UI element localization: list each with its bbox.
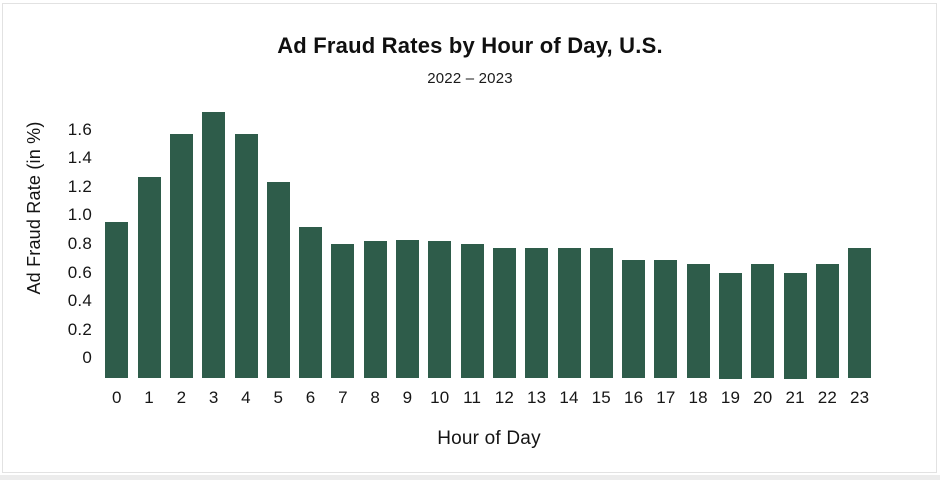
x-tick-label: 21 — [785, 388, 805, 407]
x-tick-label: 8 — [370, 388, 381, 407]
bar-hour-18 — [686, 263, 710, 379]
x-tick-label: 7 — [338, 388, 348, 407]
x-tick-label: 6 — [305, 388, 316, 407]
y-tick-label: 0 — [82, 348, 92, 368]
x-axis-title: Hour of Day — [437, 428, 541, 449]
y-tick-label: 0.6 — [67, 262, 92, 282]
x-tick-label: 10 — [430, 388, 450, 407]
bar-hour-3 — [202, 112, 226, 379]
chart-subtitle: 2022 – 2023 — [427, 70, 513, 87]
y-tick-label: 0.4 — [67, 291, 92, 311]
y-tick-label: 0.2 — [67, 319, 92, 339]
y-tick-label: 1.6 — [67, 119, 92, 139]
x-tick-label: 4 — [241, 388, 251, 407]
x-tick-label: 19 — [720, 388, 741, 407]
y-tick-label: 1.0 — [67, 205, 92, 225]
bar-hour-10 — [428, 241, 452, 379]
bar-hour-1 — [137, 176, 161, 379]
x-tick-label: 20 — [753, 388, 773, 407]
bar-hour-21 — [783, 272, 807, 379]
x-tick-label: 15 — [591, 388, 611, 407]
x-tick-label: 14 — [559, 388, 579, 407]
bar-hour-5 — [266, 182, 290, 379]
x-tick-label: 13 — [527, 388, 547, 407]
bar-hour-22 — [815, 263, 839, 379]
x-tick-label: 22 — [817, 388, 838, 407]
bar-hour-14 — [557, 248, 581, 379]
page-bottom-shadow — [0, 475, 940, 480]
y-tick-label: 1.2 — [67, 176, 92, 196]
x-tick-label: 12 — [494, 388, 515, 407]
x-tick-label: 2 — [176, 388, 187, 407]
x-tick-label: 18 — [688, 388, 708, 407]
bar-hour-9 — [396, 239, 419, 379]
bar-hour-19 — [719, 272, 742, 379]
x-tick-label: 5 — [273, 388, 284, 407]
y-tick-label: 1.4 — [67, 148, 92, 168]
x-tick-label: 1 — [144, 388, 154, 407]
x-tick-label: 23 — [850, 388, 870, 407]
bar-hour-7 — [331, 243, 355, 379]
bar-hour-11 — [460, 243, 484, 379]
bar-hour-23 — [848, 248, 872, 379]
x-tick-label: 16 — [623, 388, 644, 407]
bar-hour-15 — [589, 248, 613, 379]
bar-hour-2 — [169, 133, 193, 379]
bar-hour-4 — [234, 133, 258, 379]
bar-hour-17 — [654, 259, 678, 379]
x-tick-label: 11 — [463, 388, 482, 407]
x-tick-label: 17 — [656, 388, 676, 407]
bar-hour-0 — [105, 222, 129, 379]
bar-hour-8 — [363, 241, 387, 379]
x-tick-label: 9 — [402, 388, 413, 407]
bar-hour-12 — [492, 248, 516, 379]
x-tick-label: 3 — [208, 388, 219, 407]
x-tick-label: 0 — [111, 388, 122, 407]
chart-title: Ad Fraud Rates by Hour of Day, U.S. — [277, 33, 663, 58]
y-tick-label: 0.8 — [67, 233, 92, 253]
bar-hour-16 — [622, 259, 646, 379]
bar-hour-6 — [299, 226, 323, 379]
bar-hour-20 — [751, 263, 775, 379]
bar-hour-13 — [525, 248, 549, 379]
